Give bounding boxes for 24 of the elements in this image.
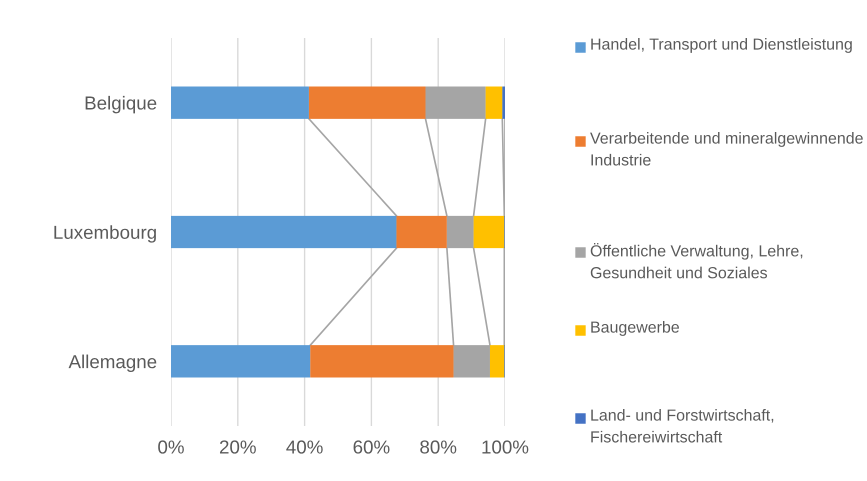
legend-label: Handel, Transport und Dienstleistung [591,38,852,53]
x-tick-label: 100% [482,440,528,454]
legend-label: Verarbeitende und mineralgewinnende Industrie [590,132,863,166]
bar [490,345,504,378]
y-tick-label: Allemagne [68,354,156,372]
bar [502,86,505,119]
legend-label: Baugewerbe [591,321,679,336]
x-tick-label: 80% [420,440,456,454]
bar [308,86,426,119]
bar [171,86,309,119]
x-tick-label: 60% [354,440,390,454]
x-tick-label: 40% [286,440,323,454]
x-tick-label: 20% [220,440,256,454]
legend-label: Land- und Forstwirtschaft, Fischereiwirtschaft [591,409,774,443]
bar [171,345,310,378]
bar [171,216,396,248]
bar [396,216,447,248]
bar [474,216,504,248]
bar [310,345,454,378]
bar [486,86,502,119]
legend-label: Öffentliche Verwaltung, Lehre, Gesundheit und Soziales [590,243,802,278]
y-tick-label: Belgique [86,96,156,114]
x-tick-label: 0% [158,440,184,454]
y-tick-label: Luxembourg [54,225,156,243]
